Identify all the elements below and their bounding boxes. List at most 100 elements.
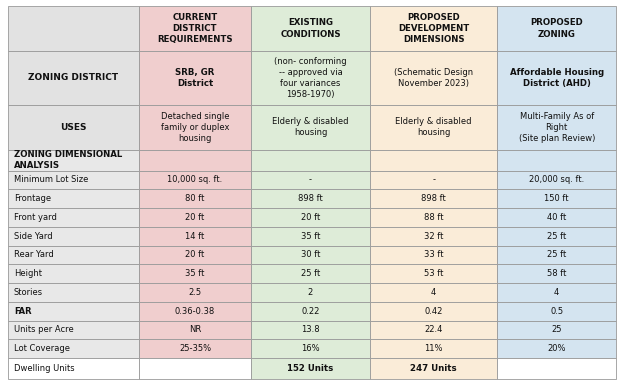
Bar bbox=[370, 246, 497, 264]
Text: 0.42: 0.42 bbox=[424, 307, 443, 316]
Bar bbox=[370, 189, 497, 208]
Text: 20 ft: 20 ft bbox=[301, 213, 320, 222]
Text: 20%: 20% bbox=[547, 344, 566, 353]
Text: Units per Acre: Units per Acre bbox=[14, 325, 74, 335]
Text: 40 ft: 40 ft bbox=[547, 213, 567, 222]
Text: 53 ft: 53 ft bbox=[424, 269, 443, 278]
Text: -: - bbox=[432, 176, 435, 184]
Text: Front yard: Front yard bbox=[14, 213, 57, 222]
Text: 32 ft: 32 ft bbox=[424, 232, 443, 241]
Text: 25-35%: 25-35% bbox=[179, 344, 211, 353]
Text: 14 ft: 14 ft bbox=[185, 232, 205, 241]
Text: 898 ft: 898 ft bbox=[298, 194, 323, 203]
Bar bbox=[497, 171, 616, 189]
Bar bbox=[370, 150, 497, 171]
Text: Height: Height bbox=[14, 269, 42, 278]
Bar bbox=[497, 150, 616, 171]
Bar bbox=[139, 358, 251, 379]
Text: 0.36-0.38: 0.36-0.38 bbox=[175, 307, 215, 316]
Bar bbox=[370, 264, 497, 283]
Text: 80 ft: 80 ft bbox=[185, 194, 205, 203]
Text: 25 ft: 25 ft bbox=[547, 232, 567, 241]
Text: PROPOSED
DEVELOPMENT
DIMENSIONS: PROPOSED DEVELOPMENT DIMENSIONS bbox=[398, 13, 469, 44]
Text: Lot Coverage: Lot Coverage bbox=[14, 344, 70, 353]
Text: 35 ft: 35 ft bbox=[301, 232, 320, 241]
Bar bbox=[139, 189, 251, 208]
Text: 898 ft: 898 ft bbox=[421, 194, 446, 203]
Bar bbox=[251, 302, 370, 321]
Text: (Schematic Design
November 2023): (Schematic Design November 2023) bbox=[394, 68, 473, 88]
Text: Multi-Family As of
Right
(Site plan Review): Multi-Family As of Right (Site plan Revi… bbox=[519, 112, 595, 143]
Bar bbox=[8, 339, 139, 358]
Bar bbox=[251, 339, 370, 358]
Bar bbox=[8, 302, 139, 321]
Bar bbox=[370, 358, 497, 379]
Text: 33 ft: 33 ft bbox=[424, 250, 443, 259]
Text: NR: NR bbox=[189, 325, 201, 335]
Text: 152 Units: 152 Units bbox=[288, 364, 334, 373]
Text: 22.4: 22.4 bbox=[424, 325, 443, 335]
Bar bbox=[8, 208, 139, 227]
Bar bbox=[139, 208, 251, 227]
Bar bbox=[251, 105, 370, 150]
Text: 30 ft: 30 ft bbox=[301, 250, 320, 259]
Text: CURRENT
DISTRICT
REQUIREMENTS: CURRENT DISTRICT REQUIREMENTS bbox=[157, 13, 233, 44]
Text: (non- conforming
-- approved via
four variances
1958-1970): (non- conforming -- approved via four va… bbox=[274, 57, 347, 99]
Bar bbox=[497, 302, 616, 321]
Bar bbox=[497, 105, 616, 150]
Bar bbox=[370, 283, 497, 302]
Bar bbox=[370, 105, 497, 150]
Bar bbox=[370, 321, 497, 339]
Text: 20,000 sq. ft.: 20,000 sq. ft. bbox=[529, 176, 584, 184]
Text: Dwelling Units: Dwelling Units bbox=[14, 364, 75, 373]
Bar bbox=[370, 227, 497, 246]
Bar bbox=[251, 51, 370, 105]
Text: EXISTING
CONDITIONS: EXISTING CONDITIONS bbox=[280, 18, 341, 38]
Bar bbox=[497, 246, 616, 264]
Text: ZONING DIMENSIONAL
ANALYSIS: ZONING DIMENSIONAL ANALYSIS bbox=[14, 150, 122, 170]
Bar bbox=[370, 171, 497, 189]
Text: 25 ft: 25 ft bbox=[547, 250, 567, 259]
Text: Side Yard: Side Yard bbox=[14, 232, 52, 241]
Text: Minimum Lot Size: Minimum Lot Size bbox=[14, 176, 89, 184]
Bar bbox=[370, 51, 497, 105]
Bar bbox=[139, 339, 251, 358]
Text: -: - bbox=[309, 176, 312, 184]
Bar bbox=[139, 321, 251, 339]
Text: Stories: Stories bbox=[14, 288, 43, 297]
Bar bbox=[8, 321, 139, 339]
Bar bbox=[251, 246, 370, 264]
Text: 2: 2 bbox=[308, 288, 313, 297]
Text: Elderly & disabled
housing: Elderly & disabled housing bbox=[396, 117, 472, 137]
Bar bbox=[370, 6, 497, 51]
Text: 58 ft: 58 ft bbox=[547, 269, 567, 278]
Bar bbox=[497, 339, 616, 358]
Text: 247 Units: 247 Units bbox=[411, 364, 457, 373]
Text: 0.5: 0.5 bbox=[550, 307, 563, 316]
Text: Rear Yard: Rear Yard bbox=[14, 250, 54, 259]
Text: FAR: FAR bbox=[14, 307, 32, 316]
Bar bbox=[370, 208, 497, 227]
Bar bbox=[497, 208, 616, 227]
Text: 4: 4 bbox=[431, 288, 436, 297]
Text: 2.5: 2.5 bbox=[188, 288, 202, 297]
Bar bbox=[370, 302, 497, 321]
Bar bbox=[497, 51, 616, 105]
Bar bbox=[251, 358, 370, 379]
Bar bbox=[497, 189, 616, 208]
Bar bbox=[139, 264, 251, 283]
Bar bbox=[139, 51, 251, 105]
Text: 16%: 16% bbox=[301, 344, 319, 353]
Bar bbox=[8, 227, 139, 246]
Bar bbox=[139, 246, 251, 264]
Text: 0.22: 0.22 bbox=[301, 307, 319, 316]
Text: ZONING DISTRICT: ZONING DISTRICT bbox=[28, 73, 119, 82]
Text: 4: 4 bbox=[554, 288, 559, 297]
Bar bbox=[251, 264, 370, 283]
Text: Affordable Housing
District (AHD): Affordable Housing District (AHD) bbox=[510, 68, 604, 88]
Bar bbox=[8, 264, 139, 283]
Bar bbox=[370, 339, 497, 358]
Bar bbox=[251, 171, 370, 189]
Bar bbox=[497, 283, 616, 302]
Bar bbox=[139, 227, 251, 246]
